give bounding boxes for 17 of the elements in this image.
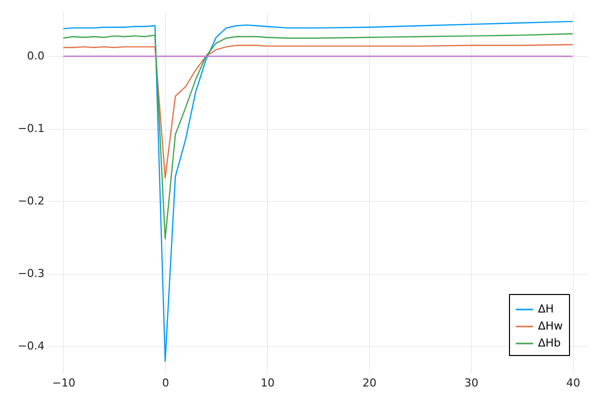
- line-series: [62, 20, 574, 362]
- y-tick-label: 0.0: [27, 50, 44, 63]
- x-tick-label: 30: [464, 376, 478, 390]
- x-tick-label: 0: [162, 376, 170, 390]
- x-tick-label: 40: [566, 376, 580, 390]
- x-tick-label: 10: [260, 376, 275, 390]
- y-tick-label: −0.1: [18, 122, 44, 136]
- legend-label: ΔHb: [538, 336, 561, 350]
- y-tick-label: −0.4: [18, 340, 44, 353]
- x-tick-label: −10: [52, 376, 76, 390]
- y-tick-label: −0.2: [18, 194, 44, 208]
- line-series: [62, 33, 574, 240]
- legend-label: ΔH: [538, 302, 554, 316]
- y-tick-label: −0.3: [18, 267, 44, 280]
- x-tick-label: 20: [362, 376, 376, 390]
- legend-label: ΔHw: [538, 320, 563, 332]
- line-series: [62, 44, 574, 179]
